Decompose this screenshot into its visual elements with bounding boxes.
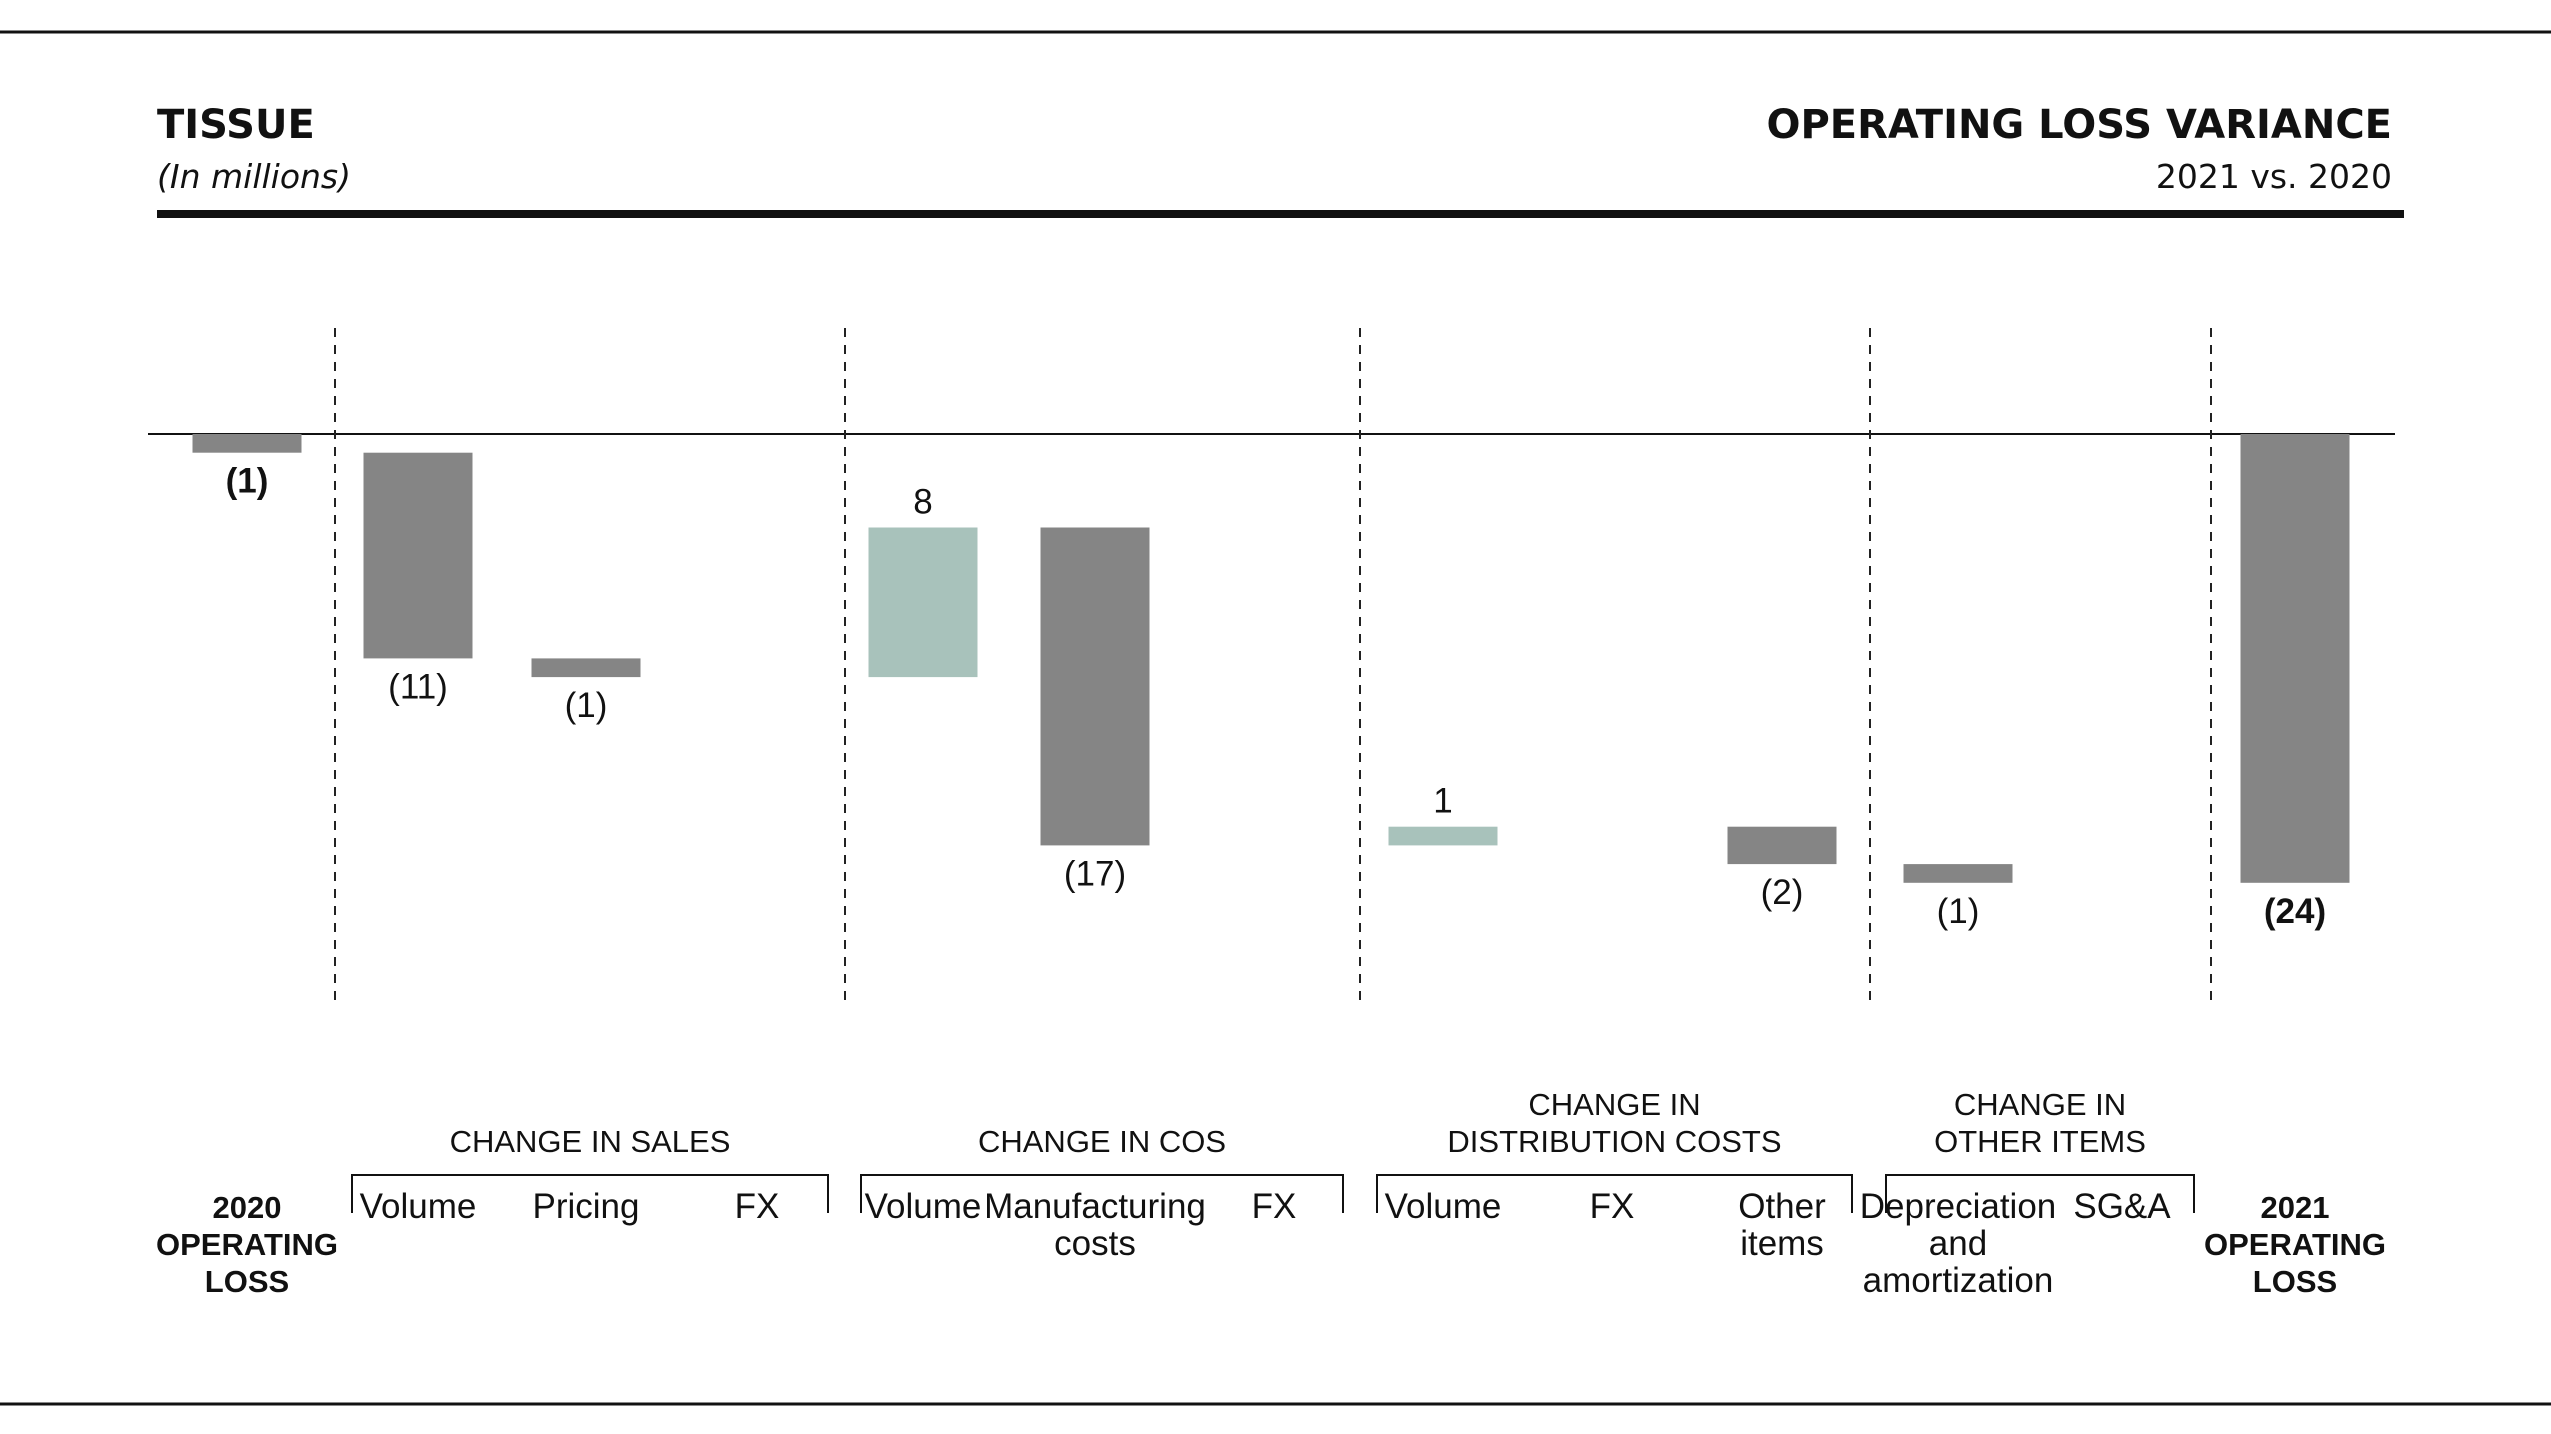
group-label-3: CHANGE IN DISTRIBUTION COSTS [1447,1087,1781,1159]
category-label-12: SG&A [2073,1187,2171,1226]
value-label-5: 8 [913,483,932,522]
value-label-1: (1) [226,462,269,501]
value-label-6: (17) [1064,854,1126,893]
category-label-5: Volume [865,1187,982,1226]
right-subtitle: 2021 vs. 2020 [2156,157,2392,196]
bar-13 [2240,434,2350,883]
value-label-8: 1 [1433,782,1452,821]
category-label-13: 2021 OPERATING LOSS [2204,1190,2386,1299]
category-label-6: Manufacturing costs [984,1187,1206,1263]
bar-2 [363,452,473,659]
category-label-2: Volume [360,1187,477,1226]
bar-10 [1727,826,1837,865]
category-label-7: FX [1252,1187,1297,1226]
group-bracket-1 [351,1174,829,1213]
category-label-10: Other items [1738,1187,1826,1263]
category-label-8: Volume [1385,1187,1502,1226]
left-title: TISSUE [157,102,315,148]
group-label-2: CHANGE IN COS [978,1124,1226,1159]
bar-5 [868,527,978,678]
value-label-2: (11) [388,667,448,706]
right-title: OPERATING LOSS VARIANCE [1766,102,2392,148]
value-label-3: (1) [565,686,608,725]
value-label-10: (2) [1761,873,1804,912]
category-label-11: Depreciation and amortization [1860,1187,2057,1300]
group-bracket-4 [1885,1174,2195,1213]
group-bracket-3 [1376,1174,1853,1213]
category-label-4: FX [735,1187,780,1226]
group-bracket-2 [860,1174,1344,1213]
value-label-13: (24) [2264,892,2326,931]
category-label-3: Pricing [533,1187,640,1226]
group-label-1: CHANGE IN SALES [450,1124,731,1159]
category-label-1: 2020 OPERATING LOSS [156,1190,338,1299]
group-label-4: CHANGE IN OTHER ITEMS [1934,1087,2146,1159]
bar-3 [531,658,641,678]
bar-1 [192,434,302,453]
bar-11 [1903,864,2013,883]
bar-8 [1388,826,1498,846]
bar-6 [1040,527,1150,846]
value-label-11: (1) [1937,892,1980,931]
category-label-9: FX [1590,1187,1635,1226]
left-subtitle: (In millions) [157,157,351,196]
